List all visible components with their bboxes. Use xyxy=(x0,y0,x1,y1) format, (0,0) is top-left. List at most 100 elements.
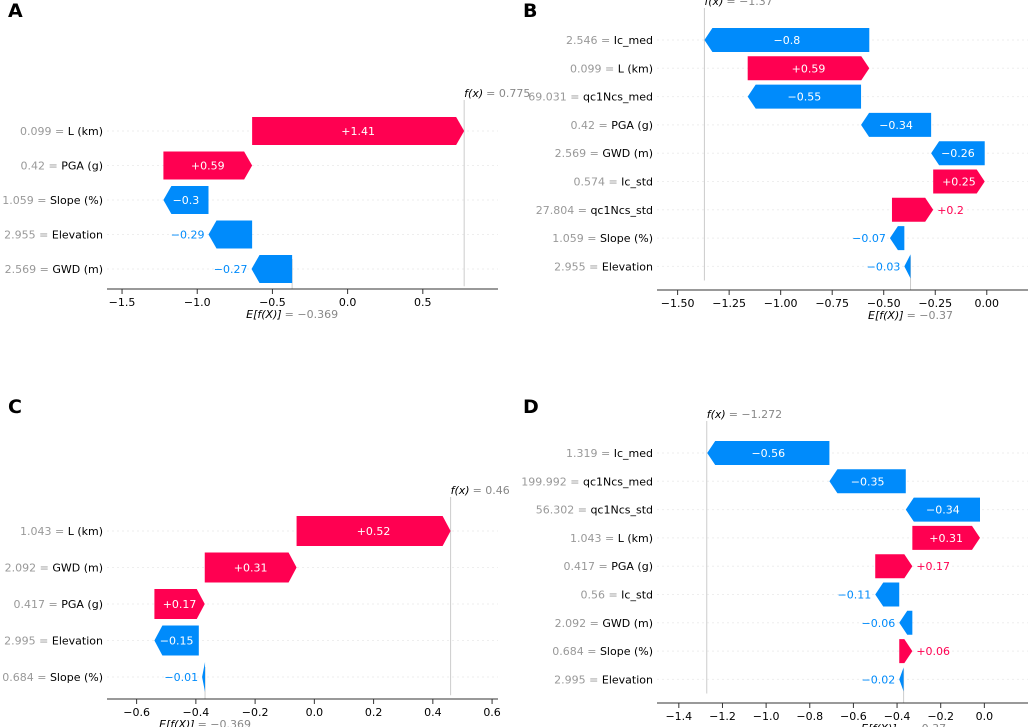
feature-label: 2.546 = Ic_med xyxy=(566,34,653,47)
feature-name: Slope (%) xyxy=(50,194,103,207)
feature-value: 0.684 xyxy=(552,645,584,658)
feature-label: 2.955 = Elevation xyxy=(554,260,653,273)
bar-value-label: −0.55 xyxy=(788,91,822,104)
feature-label: 1.059 = Slope (%) xyxy=(552,232,653,245)
feature-name: qc1Ncs_med xyxy=(583,475,653,488)
feature-value: 0.417 xyxy=(564,560,596,573)
feature-name: PGA (g) xyxy=(61,160,103,173)
panel-a: A 0.099 = L (km) +1.41 0.42 = PGA (g) +0.59 1… xyxy=(2,0,530,321)
efx-label: E[f(X)] = −0.369 xyxy=(246,308,338,321)
feature-value: 2.092 xyxy=(5,562,37,575)
feature-label: 1.059 = Slope (%) xyxy=(2,194,103,207)
x-tick-label: −1.25 xyxy=(712,297,746,310)
x-tick-label: −1.0 xyxy=(184,296,211,309)
feature-name: Ic_med xyxy=(614,34,653,47)
feature-name: GWD (m) xyxy=(52,562,103,575)
feature-label: 2.569 = GWD (m) xyxy=(5,263,103,276)
bar-value-label: +0.25 xyxy=(942,176,976,189)
feature-label: 2.569 = GWD (m) xyxy=(555,147,653,160)
panel-letter: A xyxy=(8,0,23,22)
feature-label: 0.099 = L (km) xyxy=(20,125,103,138)
feature-value: 0.42 xyxy=(21,160,46,173)
feature-name: Elevation xyxy=(52,229,103,242)
feature-value: 1.059 xyxy=(552,232,584,245)
x-tick-label: −1.00 xyxy=(764,297,798,310)
bar-value-label: −0.29 xyxy=(171,229,205,242)
bar-value-label: +0.2 xyxy=(937,204,964,217)
bar-value-label: −0.34 xyxy=(926,504,960,517)
x-tick-label: −0.75 xyxy=(815,297,849,310)
negative-bar xyxy=(861,112,932,137)
feature-value: 2.995 xyxy=(554,673,586,686)
feature-name: PGA (g) xyxy=(61,598,103,611)
feature-label: 0.684 = Slope (%) xyxy=(552,645,653,658)
bar-value-label: −0.56 xyxy=(751,447,785,460)
feature-value: 0.417 xyxy=(14,598,46,611)
bar-value-label: −0.34 xyxy=(879,119,913,132)
feature-label: 2.092 = GWD (m) xyxy=(555,617,653,630)
bar-value-label: −0.15 xyxy=(160,635,194,648)
x-tick-label: −0.2 xyxy=(927,710,954,723)
negative-bar xyxy=(875,582,900,607)
bar-value-label: −0.26 xyxy=(941,147,975,160)
feature-value: 2.955 xyxy=(554,260,586,273)
positive-bar xyxy=(875,554,913,579)
bar-value-label: −0.02 xyxy=(862,673,896,686)
feature-value: 56.302 xyxy=(536,504,575,517)
feature-label: 2.995 = Elevation xyxy=(4,635,103,648)
feature-value: 69.031 xyxy=(528,91,567,104)
bar-value-label: −0.3 xyxy=(173,194,200,207)
negative-bar xyxy=(202,662,206,692)
x-tick-label: 0.0 xyxy=(976,710,994,723)
bar-value-label: −0.03 xyxy=(867,260,901,273)
feature-name: L (km) xyxy=(618,62,653,75)
feature-value: 0.099 xyxy=(20,125,52,138)
x-tick-label: −0.2 xyxy=(242,706,269,719)
panel-letter: C xyxy=(8,396,22,418)
bar-value-label: −0.07 xyxy=(852,232,886,245)
x-tick-label: 0.00 xyxy=(975,297,1000,310)
negative-bar xyxy=(163,186,209,214)
feature-name: PGA (g) xyxy=(611,119,653,132)
feature-name: qc1Ncs_std xyxy=(590,204,653,217)
x-tick-label: −0.6 xyxy=(123,706,150,719)
feature-name: Ic_std xyxy=(621,589,653,602)
feature-name: L (km) xyxy=(618,532,653,545)
feature-label: 0.417 = PGA (g) xyxy=(14,598,103,611)
feature-name: Slope (%) xyxy=(600,645,653,658)
negative-bar xyxy=(707,441,830,465)
bar-value-label: +0.31 xyxy=(929,532,963,545)
x-tick-label: 0.0 xyxy=(339,296,357,309)
negative-bar xyxy=(747,84,862,109)
efx-label: E[f(X)] = −0.369 xyxy=(159,718,251,727)
bar-value-label: −0.35 xyxy=(851,475,885,488)
feature-label: 0.574 = Ic_std xyxy=(573,176,653,189)
feature-value: 1.043 xyxy=(570,532,602,545)
positive-bar xyxy=(899,639,913,664)
negative-bar xyxy=(889,226,905,251)
positive-bar xyxy=(891,197,934,222)
feature-label: 2.995 = Elevation xyxy=(554,673,653,686)
feature-value: 2.569 xyxy=(5,263,37,276)
feature-value: 0.684 xyxy=(2,671,34,684)
bar-value-label: +0.17 xyxy=(163,598,197,611)
bar-value-label: +0.06 xyxy=(916,645,950,658)
feature-label: 0.684 = Slope (%) xyxy=(2,671,103,684)
negative-bar xyxy=(931,141,985,166)
efx-label: E[f(X)]= −0.37 xyxy=(868,309,953,322)
feature-value: 2.092 xyxy=(555,617,587,630)
positive-bar xyxy=(204,552,297,583)
feature-value: 0.42 xyxy=(571,119,596,132)
feature-value: 2.995 xyxy=(4,635,36,648)
x-tick-label: −1.4 xyxy=(665,710,692,723)
negative-bar xyxy=(899,667,904,692)
feature-name: Slope (%) xyxy=(600,232,653,245)
feature-label: 1.043 = L (km) xyxy=(570,532,653,545)
positive-bar xyxy=(296,516,451,546)
panel-c: C 1.043 = L (km) +0.52 2.092 = GWD (m) +0.31… xyxy=(2,396,510,727)
positive-bar xyxy=(154,589,205,619)
x-tick-label: 0.2 xyxy=(365,706,383,719)
negative-bar xyxy=(704,28,870,52)
positive-bar xyxy=(747,56,870,81)
bar-value-label: −0.8 xyxy=(773,34,800,47)
